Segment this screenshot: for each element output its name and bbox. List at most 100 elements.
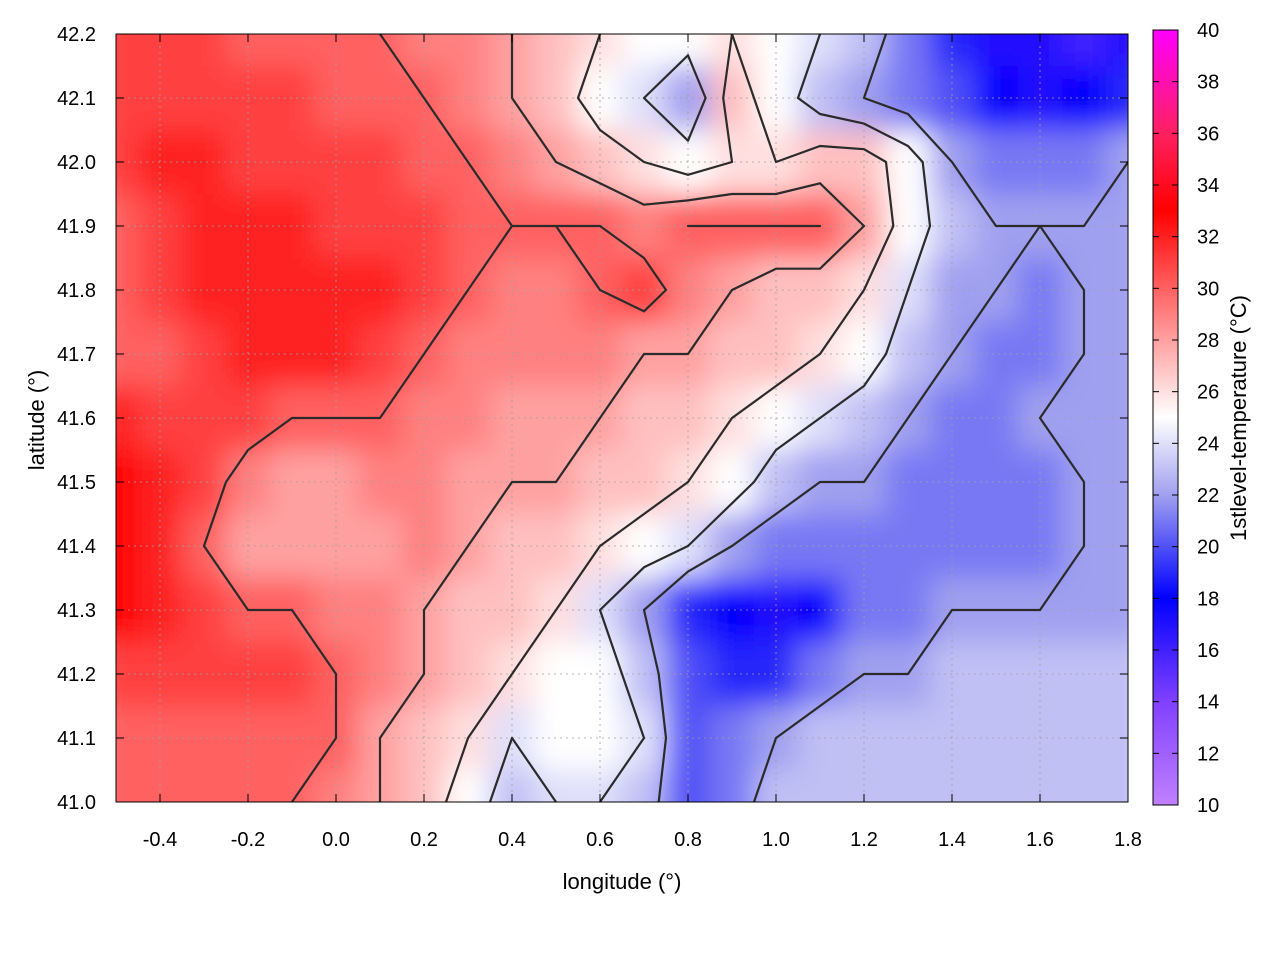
x-tick-label: 1.4 (938, 829, 966, 851)
x-tick-label: 1.2 (850, 829, 878, 851)
heat-cell (138, 130, 183, 195)
heat-cell (270, 130, 315, 195)
heat-cell (798, 642, 843, 707)
heat-cell (1062, 706, 1107, 771)
heat-cell (1106, 130, 1128, 195)
heat-cell (534, 514, 579, 579)
heat-cell (116, 642, 139, 707)
heat-cell (798, 770, 843, 802)
heat-cell (886, 770, 931, 802)
heat-cell (116, 514, 139, 579)
heat-cell (138, 66, 183, 131)
colorbar-tick-label: 30 (1197, 278, 1219, 300)
heat-cell (138, 642, 183, 707)
heat-cell (116, 322, 139, 387)
heat-cell (358, 34, 403, 67)
x-axis: -0.4 -0.2 0.0 0.2 0.4 0.6 0.8 1.0 1.2 1.4 1.6 1.8 (143, 34, 1142, 851)
colorbar-tick-label: 40 (1197, 20, 1219, 42)
colorbar-tick-label: 36 (1197, 123, 1219, 145)
heat-cell (930, 514, 975, 579)
colorbar: 10 12 14 16 18 20 22 24 26 28 30 32 34 36 38 40 (1152, 20, 1219, 817)
heat-cell (798, 34, 843, 67)
x-tick-label: 0.2 (410, 829, 438, 851)
heat-cell (1106, 34, 1128, 67)
heat-cell (402, 706, 447, 771)
heat-cell (1106, 642, 1128, 707)
heat-cell (402, 450, 447, 515)
heat-cell (270, 770, 315, 802)
heat-cell (270, 34, 315, 67)
heat-cell (666, 706, 711, 771)
heat-cell (1062, 578, 1107, 643)
heat-cell (534, 706, 579, 771)
heat-cell (116, 66, 139, 131)
heat-cell (116, 386, 139, 451)
heat-cell (1062, 130, 1107, 195)
colorbar-tick-label: 34 (1197, 175, 1219, 197)
heat-cell (116, 130, 139, 195)
y-axis: 41.0 41.1 41.2 41.3 41.4 41.5 41.6 41.7 41.8 41.9… (57, 24, 1128, 814)
grid-lines (116, 34, 1128, 802)
heat-cell (116, 706, 139, 771)
colorbar-tick-label: 32 (1197, 227, 1219, 249)
heat-cell (138, 514, 183, 579)
contour-lines (202, 34, 1128, 802)
x-tick-label: 1.0 (762, 829, 790, 851)
heat-cell (116, 34, 139, 67)
heat-cell (886, 34, 931, 67)
heat-cell (1062, 770, 1107, 802)
heat-cell (402, 258, 447, 323)
heat-cell (402, 514, 447, 579)
heat-cell (534, 386, 579, 451)
heat-cell (534, 34, 579, 67)
contour-line-22 (642, 34, 1128, 802)
colorbar-tick-label: 20 (1197, 537, 1219, 559)
heat-cell (622, 34, 667, 67)
heat-cell (666, 258, 711, 323)
heat-cell (270, 66, 315, 131)
heat-cell (270, 258, 315, 323)
heat-cell (1106, 706, 1128, 771)
heat-cell (116, 450, 139, 515)
heat-cell (1106, 194, 1128, 259)
heat-cell (116, 258, 139, 323)
heat-cell (1106, 770, 1128, 802)
heat-cell (798, 706, 843, 771)
heat-cell (270, 322, 315, 387)
heat-cell (138, 258, 183, 323)
heat-cell (1062, 642, 1107, 707)
heat-cell (1106, 66, 1128, 131)
x-tick-label: 0.0 (322, 829, 350, 851)
y-tick-label: 42.0 (57, 152, 96, 174)
x-tick-label: -0.4 (143, 829, 177, 851)
x-tick-label: -0.2 (231, 829, 265, 851)
y-tick-label: 42.2 (57, 24, 96, 46)
x-tick-label: 1.8 (1114, 829, 1142, 851)
heat-cell (1062, 386, 1107, 451)
heat-cell (1106, 578, 1128, 643)
heat-cell (1106, 258, 1128, 323)
colorbar-tick-label: 18 (1197, 588, 1219, 610)
heat-cell (930, 66, 975, 131)
y-tick-label: 41.3 (57, 600, 96, 622)
heat-cell (270, 706, 315, 771)
heat-cell (270, 450, 315, 515)
heat-cell (1106, 386, 1128, 451)
y-tick-label: 41.9 (57, 216, 96, 238)
colorbar-tick-label: 22 (1197, 485, 1219, 507)
y-tick-label: 41.1 (57, 728, 96, 750)
heat-cell (116, 578, 139, 643)
heat-cell (930, 258, 975, 323)
heat-cell (1062, 66, 1107, 131)
y-axis-title: latitude (°) (24, 370, 49, 471)
contour-line-28 (378, 34, 866, 802)
x-tick-label: 0.6 (586, 829, 614, 851)
colorbar-tick-label: 10 (1197, 795, 1219, 817)
y-tick-label: 41.5 (57, 472, 96, 494)
heat-cell (930, 450, 975, 515)
heat-cell (446, 770, 491, 802)
colorbar-tick-label: 24 (1197, 433, 1219, 455)
heat-cell (930, 642, 975, 707)
colorbar-tick-label: 16 (1197, 640, 1219, 662)
heat-cell (974, 34, 1019, 67)
